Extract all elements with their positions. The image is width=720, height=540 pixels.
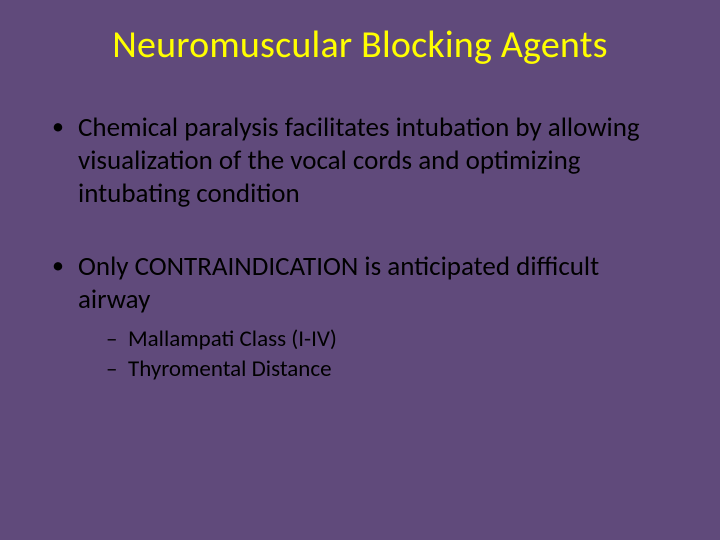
bullet-text: Chemical paralysis facilitates intubatio… [78, 111, 640, 210]
sub-bullet-text: Thyromental Distance [128, 355, 332, 383]
sub-bullet-text: Mallampati Class (I-IV) [128, 325, 337, 353]
bullet-list: Chemical paralysis facilitates intubatio… [48, 112, 672, 384]
sub-bullet-item: Thyromental Distance [106, 355, 672, 384]
slide: Neuromuscular Blocking Agents Chemical p… [0, 0, 720, 540]
bullet-item: Chemical paralysis facilitates intubatio… [48, 112, 672, 211]
bullet-item: Only CONTRAINDICATION is anticipated dif… [48, 251, 672, 384]
slide-body: Chemical paralysis facilitates intubatio… [0, 112, 720, 384]
bullet-text: Only CONTRAINDICATION is anticipated dif… [78, 250, 599, 316]
slide-title: Neuromuscular Blocking Agents [60, 0, 660, 68]
sub-bullet-list: Mallampati Class (I-IV) Thyromental Dist… [78, 325, 672, 385]
sub-bullet-item: Mallampati Class (I-IV) [106, 325, 672, 354]
